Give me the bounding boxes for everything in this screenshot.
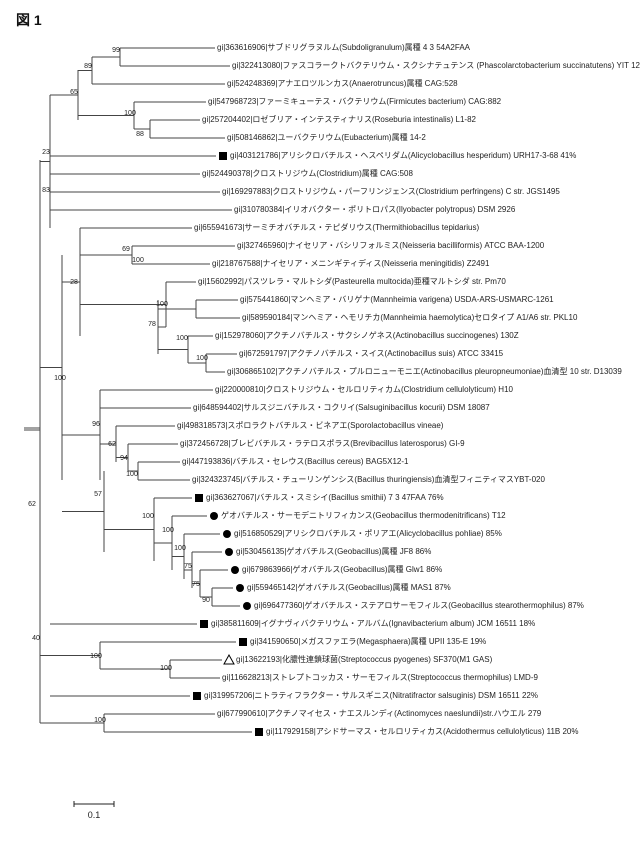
filled-circle-marker-icon (210, 512, 218, 520)
taxon-label: gi|672591797|アクチノバチルス・スイス(Actinobacillus… (239, 349, 504, 358)
taxon-label: gi|530456135|ゲオバチルス(Geobacillus)属種 JF8 8… (236, 546, 431, 556)
bootstrap-support: 62 (28, 501, 36, 508)
scale-bar-label: 0.1 (88, 810, 101, 820)
taxon-label: gi|152978060|アクチノバチルス・サクシノゲネス(Actinobaci… (215, 330, 519, 340)
bootstrap-support: 100 (142, 513, 154, 520)
bootstrap-support: 100 (162, 527, 174, 534)
filled-circle-marker-icon (225, 548, 233, 556)
bootstrap-support: 100 (156, 301, 168, 308)
taxon-label: gi|363616906|サブドリグラヌルム(Subdoligranulum)属… (217, 42, 471, 52)
bootstrap-support: 83 (42, 187, 50, 194)
taxon-label: gi|677990610|アクチノマイセス・ナエスルンディ(Actinomyce… (217, 708, 542, 718)
taxon-label: gi|341590650|メガスファエラ(Megasphaera)属種 UPII… (250, 636, 486, 646)
taxon-label: gi|516850529|アリシクロバチルス・ポリアエ(Alicyclobaci… (234, 529, 502, 538)
filled-circle-marker-icon (223, 530, 231, 538)
filled-square-marker-icon (239, 638, 247, 646)
taxon-label: gi|116628213|ストレプトコッカス・サーモフィルス(Streptoco… (222, 673, 538, 682)
taxon-label: gi|559465142|ゲオバチルス(Geobacillus)属種 MAS1 … (247, 582, 451, 592)
bootstrap-support: 99 (112, 47, 120, 54)
bootstrap-support: 100 (94, 717, 106, 724)
taxon-label: gi|547968723|ファーミキューテス・バクテリウム(Firmicutes… (208, 97, 502, 106)
taxon-label: gi|319957206|ニトラティフラクター・サルスギニス(Nitratifr… (204, 691, 538, 700)
bootstrap-support: 28 (70, 279, 78, 286)
bootstrap-support: 100 (126, 471, 138, 478)
bootstrap-support: 90 (202, 597, 210, 604)
bootstrap-support: 57 (94, 491, 102, 498)
phylogenetic-tree: gi|363616906|サブドリグラヌルム(Subdoligranulum)属… (0, 0, 640, 844)
taxon-label: gi|648594402|サルスジニバチルス・コクリイ(Salsuginibac… (193, 403, 490, 412)
filled-square-marker-icon (195, 494, 203, 502)
filled-circle-marker-icon (236, 584, 244, 592)
bootstrap-support: 69 (122, 246, 130, 253)
bootstrap-support: 100 (132, 257, 144, 264)
taxon-label: ゲオバチルス・サーモデニトリフィカンス(Geobacillus thermode… (221, 510, 506, 520)
bootstrap-support: 88 (136, 131, 144, 138)
bootstrap-support: 100 (90, 653, 102, 660)
filled-square-marker-icon (255, 728, 263, 736)
bootstrap-support: 96 (92, 421, 100, 428)
filled-circle-marker-icon (231, 566, 239, 574)
bootstrap-support: 100 (196, 355, 208, 362)
bootstrap-support: 100 (174, 545, 186, 552)
bootstrap-support: 100 (176, 335, 188, 342)
taxon-label: gi|218767588|ナイセリア・メニンギティディス(Neisseria m… (212, 258, 490, 268)
taxon-label: gi|447193836|バチルス・セレウス(Bacillus cereus) … (182, 457, 409, 466)
filled-square-marker-icon (200, 620, 208, 628)
taxon-label: gi|117929158|アシドサーマス・セルロリティカス(Acidotherm… (266, 727, 579, 736)
taxon-label: gi|655941673|サーミチオバチルス・テピダリウス(Thermithio… (194, 222, 479, 232)
bootstrap-support: 89 (84, 63, 92, 70)
taxon-label: gi|696477360|ゲオバチルス・ステアロサーモフィルス(Geobacil… (254, 600, 584, 610)
taxon-label: gi|13622193|化膿性連鎖球菌(Streptococcus pyogen… (236, 654, 493, 664)
bootstrap-support: 94 (120, 455, 128, 462)
filled-square-marker-icon (193, 692, 201, 700)
bootstrap-support: 23 (42, 149, 50, 156)
taxon-label: gi|372456728|ブレビバチルス・ラテロスポラス(Brevibacill… (180, 438, 465, 448)
taxon-label: gi|322413080|ファスコラークトバクテリウム・スクシナテュテンス (P… (232, 61, 640, 70)
bootstrap-support: 65 (70, 89, 78, 96)
taxon-label: gi|524248369|アナエロツルンカス(Anaerotruncus)属種 … (227, 78, 458, 88)
bootstrap-support: 100 (124, 110, 136, 117)
bootstrap-support: 75 (184, 563, 192, 570)
bootstrap-support: 75 (192, 581, 200, 588)
taxon-label: gi|589590184|マンヘミア・ヘモリチカ(Mannheimia haem… (242, 313, 578, 322)
bootstrap-support: 40 (32, 635, 40, 642)
taxon-label: gi|327465960|ナイセリア・バシリフォルミス(Neisseria ba… (237, 241, 545, 250)
bootstrap-support: 100 (54, 375, 66, 382)
taxon-label: gi|306865102|アクチノバチルス・プルロニューモニエ(Actinoba… (227, 366, 622, 376)
taxon-label: gi|498318573|スポロラクトバチルス・ビネアエ(Sporolactob… (177, 421, 444, 430)
figure-title: 図 1 (16, 10, 42, 30)
taxon-label: gi|524490378|クロストリジウム(Clostridium)属種 CAG… (202, 168, 413, 178)
bootstrap-support: 78 (148, 321, 156, 328)
open-triangle-marker-icon (224, 655, 234, 664)
taxon-label: gi|403121786|アリシクロバチルス・ヘスペリダム(Alicycloba… (230, 150, 576, 160)
taxon-label: gi|385811609|イグナヴィバクテリウム・アルバム(Ignavibact… (211, 618, 535, 628)
filled-square-marker-icon (219, 152, 227, 160)
bootstrap-support: 100 (160, 665, 172, 672)
taxon-label: gi|679863966|ゲオバチルス(Geobacillus)属種 Glw1 … (242, 564, 442, 574)
taxon-label: gi|257204402|ロゼブリア・インテスティナリス(Roseburia i… (202, 114, 477, 124)
taxon-label: gi|324323745|バチルス・チューリンゲンシス(Bacillus thu… (192, 474, 545, 484)
filled-circle-marker-icon (243, 602, 251, 610)
taxon-label: gi|15602992|パスツレラ・マルトシダ(Pasteurella mult… (198, 276, 506, 286)
taxon-label: gi|363627067|バチルス・スミシイ(Bacillus smithii)… (206, 493, 444, 502)
taxon-label: gi|575441860|マンヘミア・バリゲナ(Mannheimia varig… (240, 294, 554, 304)
taxon-label: gi|220000810|クロストリジウム・セルロリティカム(Clostridi… (215, 385, 514, 394)
taxon-label: gi|508146862|ユーバクテリウム(Eubacterium)属種 14-… (227, 132, 426, 142)
taxon-label: gi|310780384|イリオバクター・ポリトロパス(Ilyobacter p… (234, 205, 516, 214)
bootstrap-support: 62 (108, 441, 116, 448)
taxon-label: gi|169297883|クロストリジウム・パーフリンジェンス(Clostrid… (222, 187, 560, 196)
